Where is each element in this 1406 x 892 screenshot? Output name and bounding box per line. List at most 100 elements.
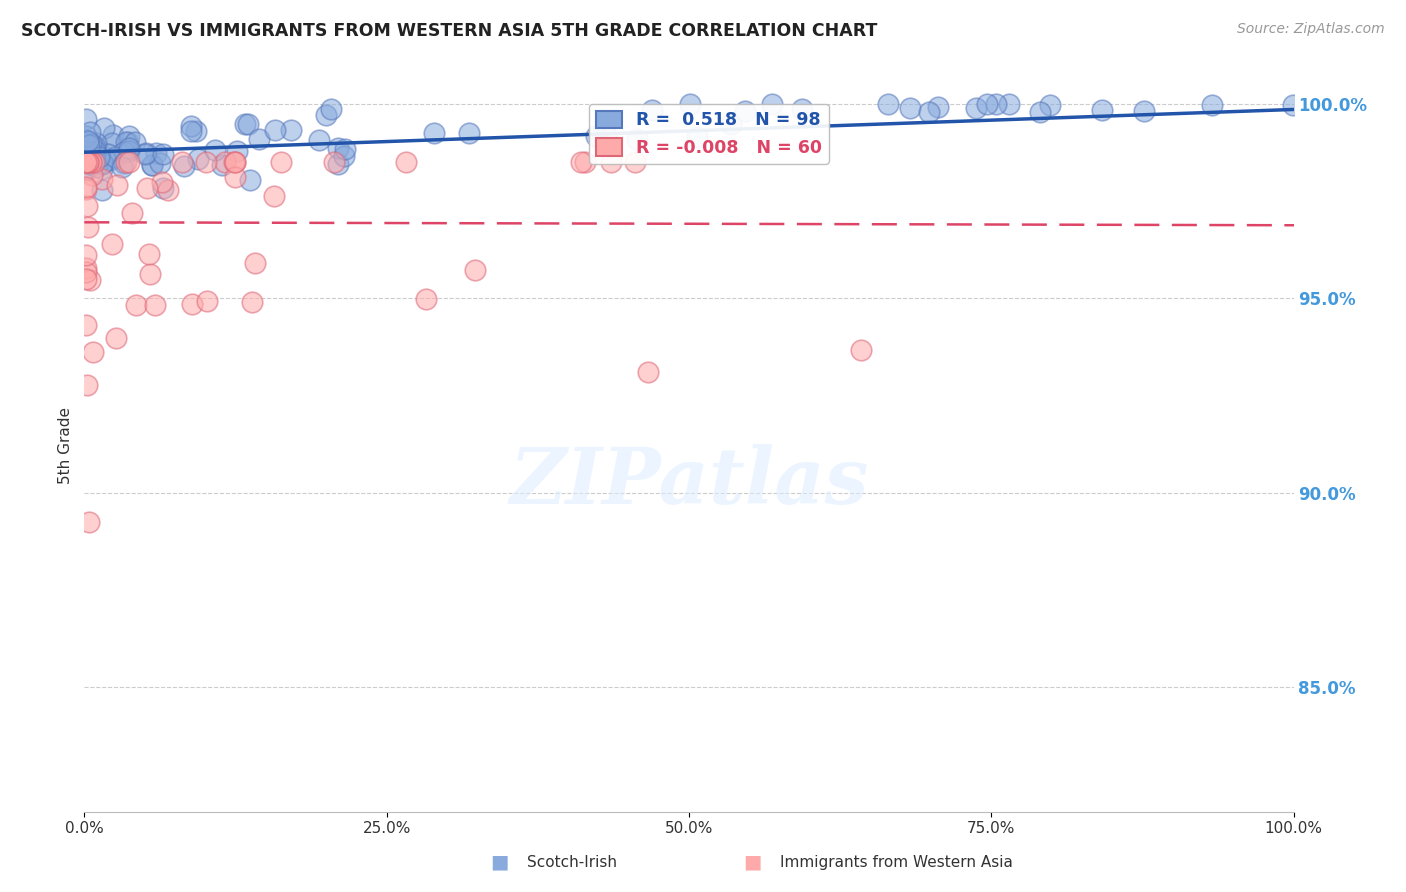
Point [239,173,262,187]
Point [849,343,872,358]
Point [118,144,141,158]
Point [145,146,167,161]
Point [77,155,100,169]
Point [211,158,233,172]
Point [204,143,226,157]
Point [91,172,114,186]
Point [236,117,259,131]
Point [80,169,103,183]
Point [114,135,136,149]
Point [83,155,105,169]
Point [214,155,236,169]
Point [87,150,110,164]
Point [79,155,101,169]
Point [79,156,101,170]
Point [152,146,174,161]
Point [77,134,100,148]
Point [75,155,97,169]
Point [118,155,141,169]
Point [264,122,287,136]
Point [224,170,246,185]
Point [173,159,195,173]
Point [315,108,337,122]
Text: ZIPatlas: ZIPatlas [509,444,869,521]
Point [79,125,101,139]
Point [569,155,592,169]
Point [333,142,356,156]
Point [83,145,105,160]
Point [76,155,98,169]
Point [1201,98,1223,112]
Point [1039,98,1062,112]
Point [263,188,285,202]
Point [141,158,163,172]
Point [308,133,330,147]
Text: ■: ■ [489,852,509,871]
Text: ■: ■ [742,852,762,871]
Point [195,294,218,309]
Point [761,96,783,111]
Point [464,262,486,277]
Point [112,156,135,170]
Point [75,182,97,196]
Point [600,155,623,169]
Point [77,137,100,152]
Point [150,175,173,189]
Y-axis label: 5th Grade: 5th Grade [58,408,73,484]
Point [91,156,114,170]
Point [91,156,114,170]
Point [194,155,217,169]
Point [76,155,98,169]
Point [105,331,128,345]
Point [75,248,97,262]
Point [243,255,266,269]
Point [395,155,418,169]
Point [240,294,263,309]
Point [136,181,159,195]
Point [134,146,156,161]
Point [118,141,141,155]
Point [323,155,346,169]
Point [326,140,349,154]
Point [640,103,662,117]
Point [927,100,949,114]
Point [75,261,97,276]
Point [626,132,648,146]
Text: Source: ZipAtlas.com: Source: ZipAtlas.com [1237,22,1385,37]
Point [877,96,900,111]
Point [117,129,139,144]
Point [170,155,193,169]
Text: Immigrants from Western Asia: Immigrants from Western Asia [780,855,1014,870]
Point [90,156,112,170]
Point [89,146,111,161]
Point [83,142,105,156]
Point [585,128,607,143]
Point [998,96,1021,111]
Point [117,135,139,149]
Point [105,178,128,192]
Point [84,136,107,150]
Point [75,133,97,147]
Point [75,145,97,160]
Point [233,117,256,131]
Point [75,129,97,144]
Point [734,103,756,118]
Point [141,158,163,172]
Point [77,220,100,235]
Point [790,102,813,116]
Point [222,155,245,169]
Point [111,160,134,174]
Point [76,377,98,392]
Point [415,292,437,306]
Point [77,516,100,530]
Point [93,120,115,135]
Point [114,155,136,169]
Point [149,156,172,170]
Point [280,123,302,137]
Point [333,149,356,163]
Point [101,136,124,150]
Text: SCOTCH-IRISH VS IMMIGRANTS FROM WESTERN ASIA 5TH GRADE CORRELATION CHART: SCOTCH-IRISH VS IMMIGRANTS FROM WESTERN … [21,22,877,40]
Point [79,155,101,169]
Point [121,206,143,220]
Point [1282,98,1305,112]
